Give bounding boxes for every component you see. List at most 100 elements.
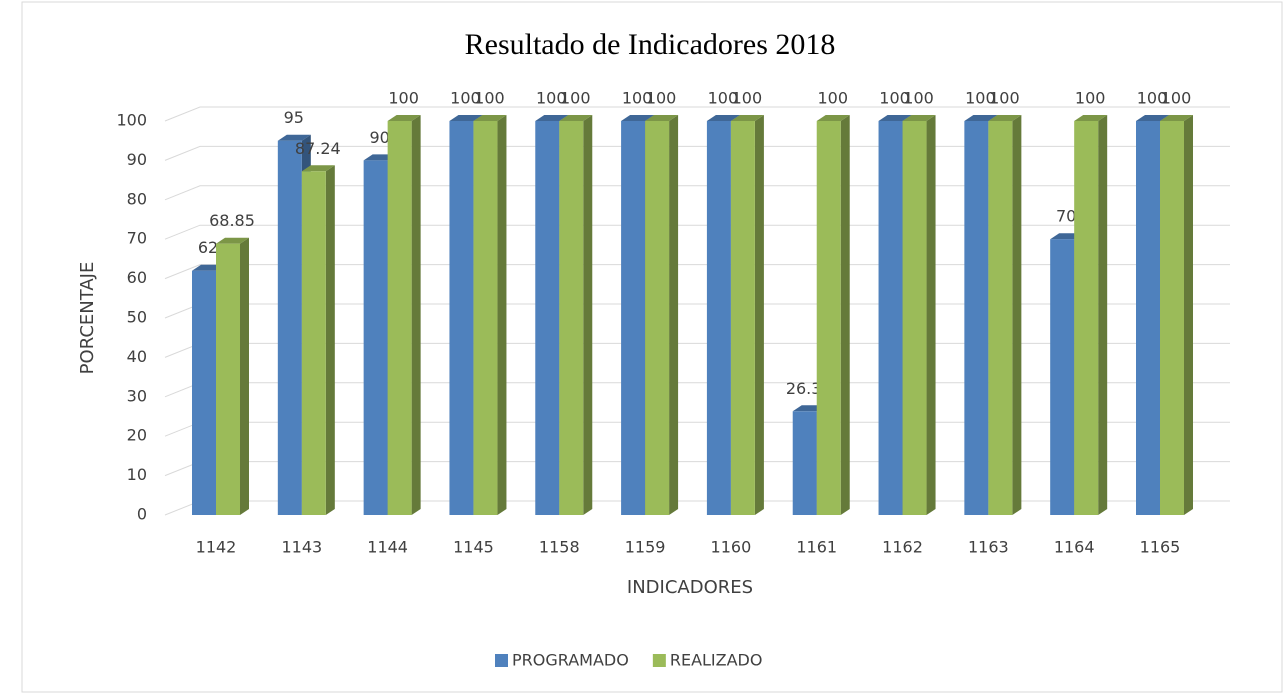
- bar-top: [1136, 115, 1169, 121]
- bar-top: [902, 115, 936, 121]
- bar: [816, 121, 841, 515]
- data-label: 100: [817, 89, 848, 108]
- legend-swatch: [652, 654, 666, 667]
- bar: [1136, 121, 1160, 515]
- bar-side: [497, 115, 507, 515]
- bar: [535, 121, 560, 515]
- legend-swatch: [495, 654, 508, 667]
- bar-side: [411, 115, 421, 515]
- data-label: 100: [1075, 89, 1106, 108]
- bar-top: [878, 115, 912, 121]
- bar: [621, 121, 646, 515]
- chart-title: Resultado de Indicadores 2018: [465, 28, 836, 61]
- data-label: 62: [198, 238, 218, 257]
- bar-top: [387, 115, 421, 121]
- data-label: 100: [708, 89, 739, 108]
- bar-top: [730, 115, 764, 121]
- bar-top: [277, 134, 311, 141]
- x-tick-label: 1144: [367, 538, 408, 557]
- data-label: 70: [1056, 207, 1076, 226]
- x-tick-label: 1159: [625, 538, 666, 557]
- bar-side: [669, 115, 679, 515]
- data-label: 100: [1137, 89, 1168, 108]
- data-label: 100: [536, 89, 567, 108]
- bar: [964, 121, 989, 515]
- data-label: 100: [450, 89, 481, 108]
- data-label: 100: [560, 89, 591, 108]
- y-tick-label: 70: [127, 229, 147, 248]
- data-label: 100: [732, 89, 763, 108]
- bar-top: [449, 115, 483, 121]
- bar-top: [1074, 115, 1108, 121]
- bar: [277, 140, 302, 515]
- bar: [1074, 121, 1099, 515]
- bar: [387, 121, 412, 515]
- bar-top: [816, 115, 850, 121]
- data-label: 100: [388, 89, 419, 108]
- data-label: 95: [284, 108, 304, 127]
- bar: [645, 121, 670, 515]
- data-label: 90: [369, 128, 389, 147]
- y-tick-label: 90: [127, 150, 147, 169]
- bar: [706, 121, 731, 515]
- y-tick-label: 50: [127, 308, 147, 327]
- x-tick-label: 1165: [1140, 538, 1181, 557]
- bar: [878, 121, 903, 515]
- x-tick-label: 1145: [453, 538, 494, 557]
- bar-side: [926, 115, 936, 515]
- y-axis-label: PORCENTAJE: [77, 262, 98, 375]
- data-label: 87.24: [295, 139, 341, 158]
- bar: [473, 121, 498, 515]
- bar: [559, 121, 584, 515]
- bar-top: [301, 165, 335, 172]
- bar: [363, 160, 388, 515]
- data-label: 100: [965, 89, 996, 108]
- x-axis-label: INDICADORES: [627, 577, 753, 598]
- bar-top: [473, 115, 507, 121]
- grid-line: [164, 106, 1230, 122]
- x-tick-label: 1164: [1054, 538, 1095, 557]
- bar-side: [1184, 115, 1193, 515]
- bar-side: [240, 237, 249, 515]
- x-tick-label: 1160: [711, 538, 752, 557]
- legend-label: REALIZADO: [670, 651, 763, 670]
- legend-label: PROGRAMADO: [512, 651, 629, 670]
- x-tick-label: 1142: [196, 538, 237, 557]
- bar: [216, 243, 240, 515]
- x-tick-label: 1158: [539, 538, 580, 557]
- data-label: 100: [903, 89, 934, 108]
- bar-side: [583, 115, 593, 515]
- data-label: 68.85: [209, 211, 255, 230]
- bar-top: [1160, 115, 1193, 121]
- bar: [902, 121, 927, 515]
- y-tick-label: 10: [127, 465, 147, 484]
- y-tick-label: 60: [127, 268, 147, 287]
- x-tick-label: 1161: [796, 538, 837, 557]
- y-tick-label: 40: [127, 347, 147, 366]
- data-label: 100: [1161, 89, 1192, 108]
- data-label: 100: [879, 89, 910, 108]
- data-label: 100: [646, 89, 677, 108]
- bar: [792, 411, 817, 515]
- bar: [449, 121, 474, 515]
- bar-top: [621, 115, 655, 121]
- bar-side: [1098, 115, 1108, 515]
- x-tick-label: 1143: [281, 538, 322, 557]
- bar-side: [840, 115, 850, 515]
- bar: [988, 121, 1013, 515]
- bar-top: [988, 115, 1022, 121]
- bar: [1050, 239, 1075, 515]
- y-tick-label: 30: [127, 386, 147, 405]
- bar: [1160, 121, 1184, 515]
- bar-top: [706, 115, 740, 121]
- bar-top: [645, 115, 679, 121]
- y-tick-label: 100: [116, 111, 147, 130]
- bar-top: [559, 115, 593, 121]
- data-label: 100: [989, 89, 1020, 108]
- x-tick-label: 1162: [882, 538, 923, 557]
- data-label: 100: [474, 89, 505, 108]
- y-tick-label: 0: [137, 505, 147, 524]
- bar: [192, 270, 216, 515]
- bar-side: [754, 115, 764, 515]
